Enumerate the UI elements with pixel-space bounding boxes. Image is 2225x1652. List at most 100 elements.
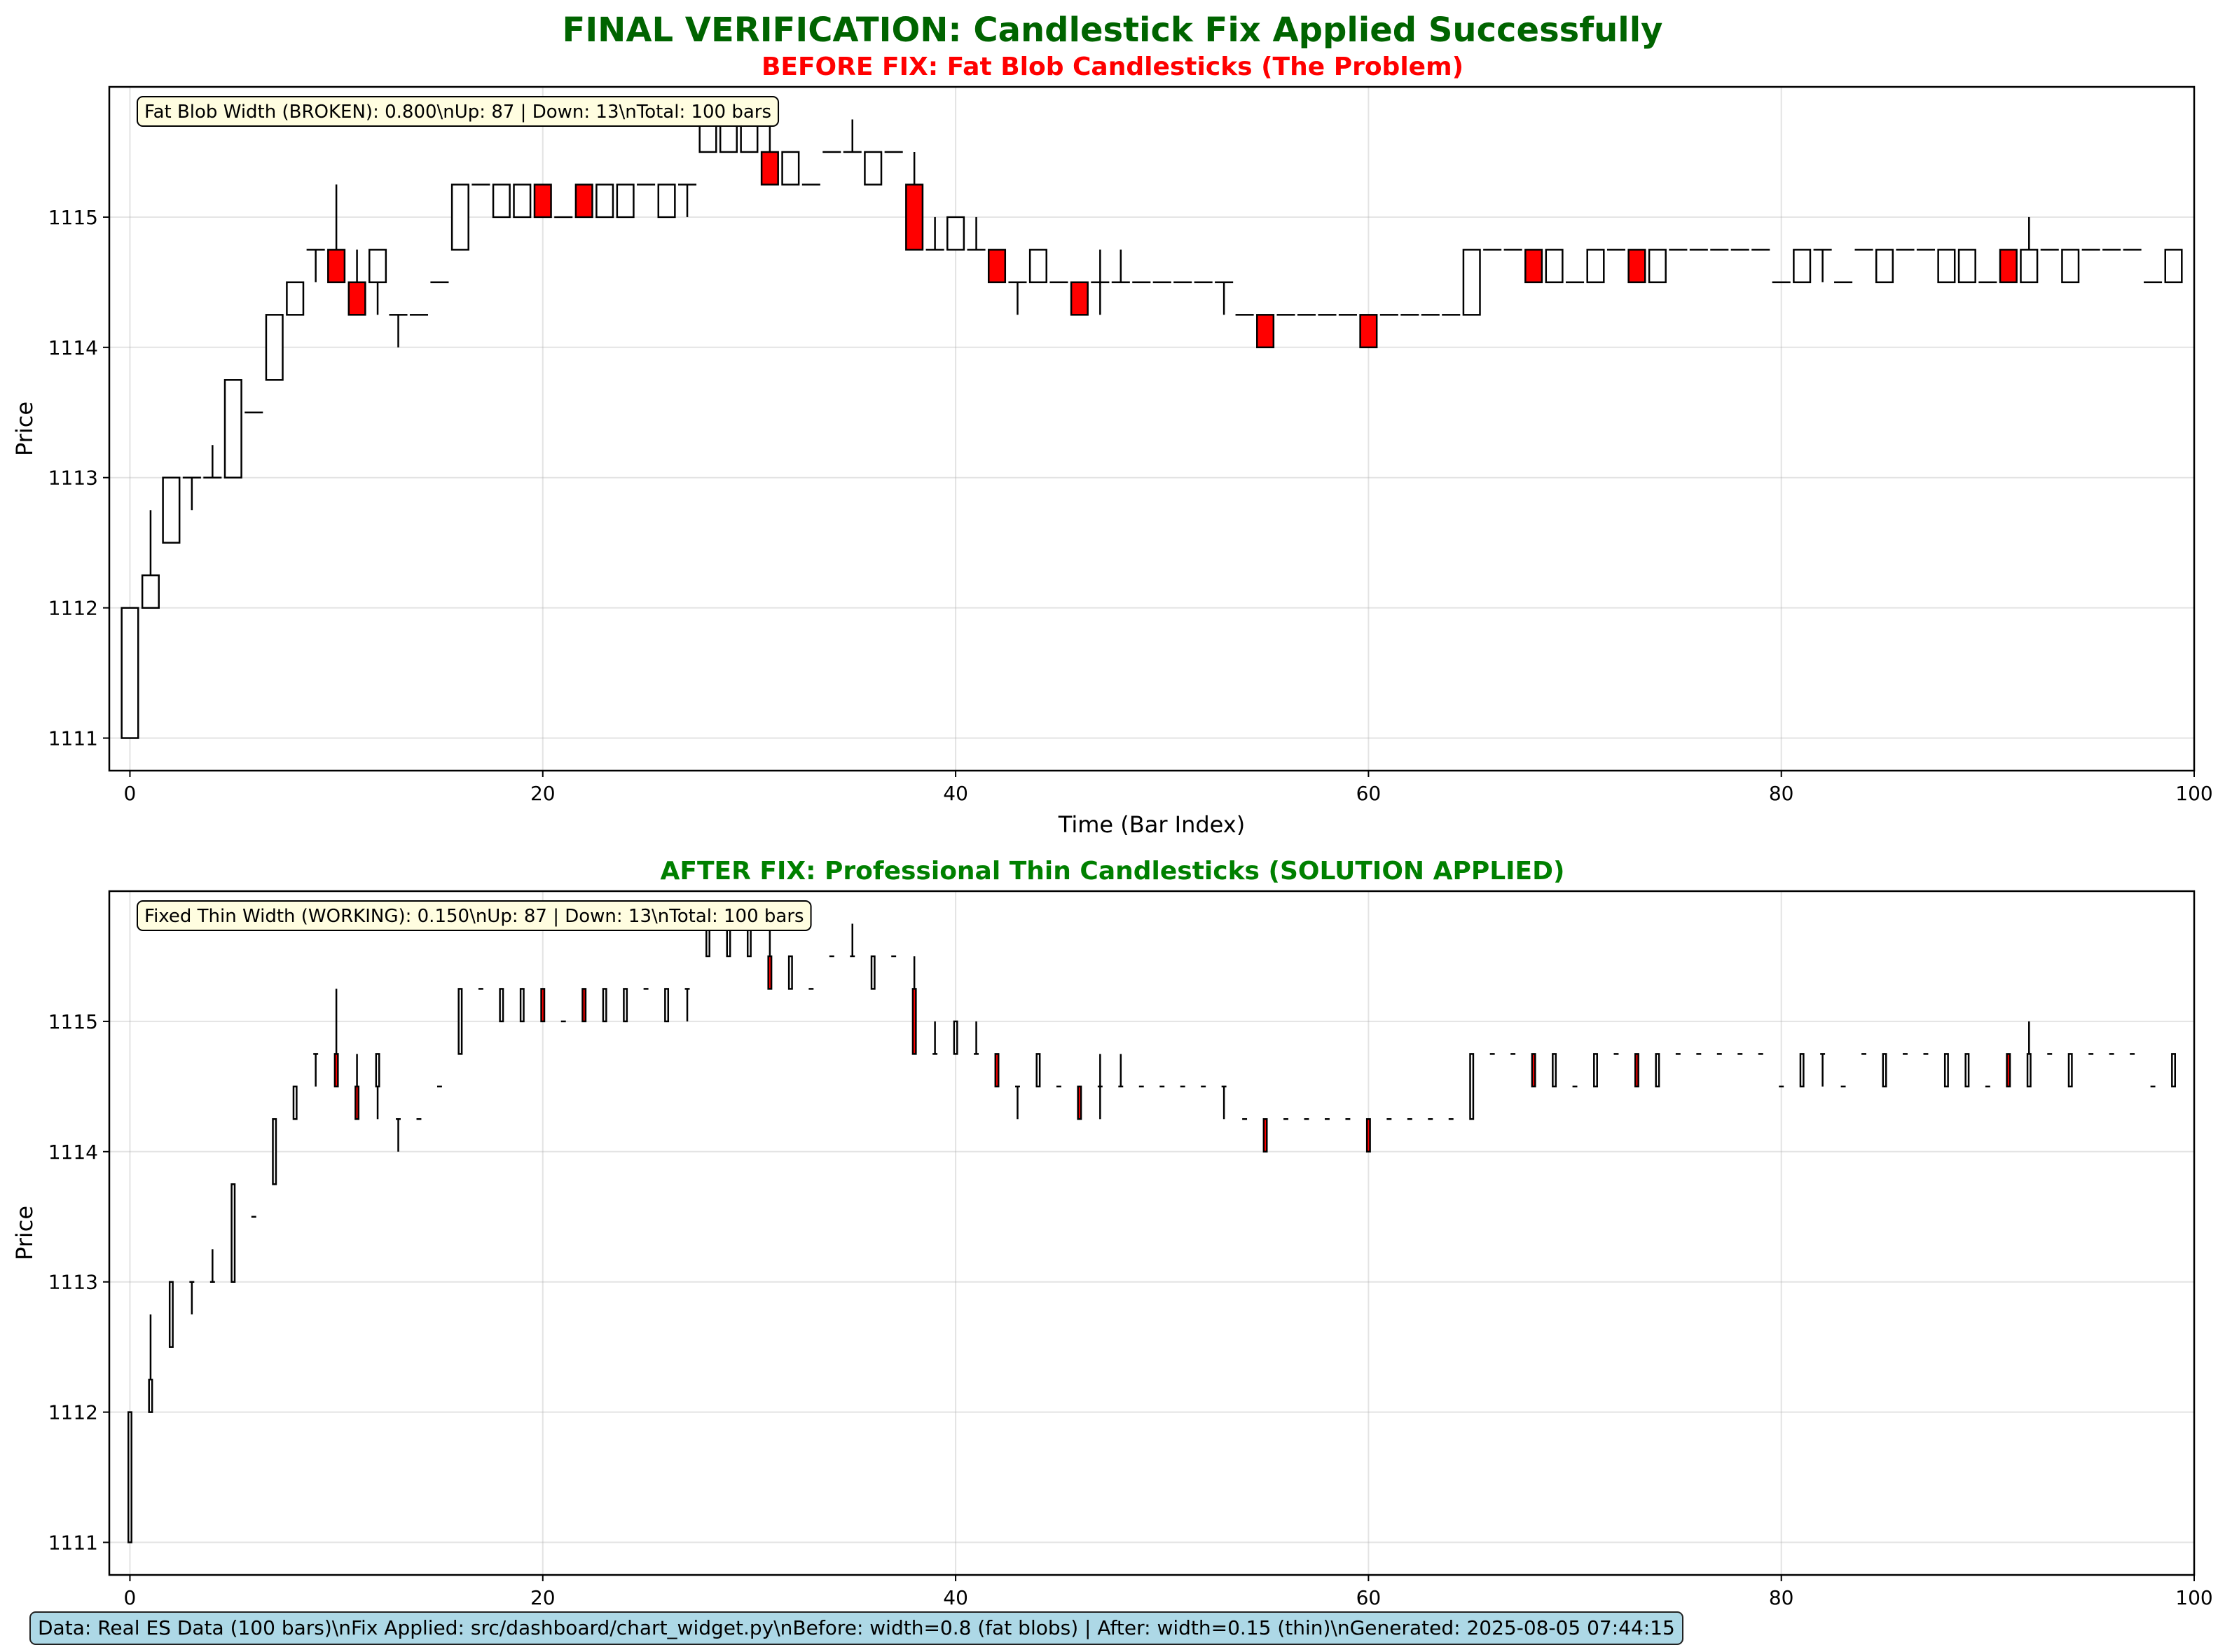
x-tick-label: 100 xyxy=(2175,1586,2212,1609)
candle-body-up xyxy=(1799,1053,1805,1088)
x-tick-label: 100 xyxy=(2175,782,2212,805)
candle-body-down xyxy=(574,184,593,219)
candles-group xyxy=(128,923,2176,1543)
y-tick-label: 1113 xyxy=(48,467,98,490)
info-box: Fixed Thin Width (WORKING): 0.150\nUp: 8… xyxy=(137,900,812,931)
candle-body-up xyxy=(457,988,463,1055)
candle-body-up xyxy=(946,216,965,251)
candle-body-up xyxy=(2020,249,2039,284)
candle-body-down xyxy=(911,988,917,1055)
candle-body-up xyxy=(1593,1053,1598,1088)
candle-body-up xyxy=(292,1085,298,1120)
candle-body-up xyxy=(141,574,160,609)
candle-body-up xyxy=(162,476,181,544)
candle-body-down xyxy=(1524,249,1543,284)
figure-title: FINAL VERIFICATION: Candlestick Fix Appl… xyxy=(562,11,1663,50)
footer-note: Data: Real ES Data (100 bars)\nFix Appli… xyxy=(29,1611,1683,1645)
axes-frame xyxy=(108,890,2196,1576)
candle-body-up xyxy=(657,184,676,219)
x-tick-label: 0 xyxy=(124,782,137,805)
candle-body-up xyxy=(2171,1053,2176,1088)
candle-body-down xyxy=(987,249,1007,284)
candle-body-up xyxy=(230,1183,236,1283)
candle-body-up xyxy=(286,281,305,316)
candle-body-up xyxy=(953,1020,958,1055)
x-tick-label: 20 xyxy=(530,1586,556,1609)
candle-body-up xyxy=(519,988,525,1023)
candle-body-up xyxy=(1648,249,1667,284)
candle-body-up xyxy=(1035,1053,1041,1088)
y-tick-label: 1114 xyxy=(48,1141,98,1164)
candle-body-down xyxy=(540,988,546,1023)
x-tick-label: 0 xyxy=(124,1586,137,1609)
candle-body-up xyxy=(1882,1053,1887,1088)
candle-body-up xyxy=(1586,249,1605,284)
candle-body-down xyxy=(1531,1053,1536,1088)
candle-body-down xyxy=(1627,249,1646,284)
candle-body-up xyxy=(1655,1053,1660,1088)
info-box-text: Fixed Thin Width (WORKING): 0.150\nUp: 8… xyxy=(144,906,804,927)
candle-body-down xyxy=(533,184,552,219)
candle-body-up xyxy=(602,988,607,1023)
after-chart-title: AFTER FIX: Professional Thin Candlestick… xyxy=(660,857,1565,886)
plot-area xyxy=(109,891,2195,1575)
candle-body-up xyxy=(1875,249,1894,284)
candle-body-down xyxy=(767,955,773,990)
axes-frame xyxy=(108,85,2196,772)
candle-body-up xyxy=(513,184,532,219)
x-tick-label: 80 xyxy=(1769,1586,1794,1609)
candle-body-up xyxy=(1937,249,1956,284)
candle-body-down xyxy=(1070,281,1089,316)
info-box: Fat Blob Width (BROKEN): 0.800\nUp: 87 |… xyxy=(137,96,780,127)
candle-body-up xyxy=(1545,249,1564,284)
y-tick-label: 1113 xyxy=(48,1271,98,1294)
candle-body-up xyxy=(664,988,670,1023)
candle-body-down xyxy=(760,151,779,186)
candle-body-down xyxy=(1634,1053,1639,1088)
info-box-frame xyxy=(137,96,780,127)
candle-body-down xyxy=(347,281,366,316)
candle-body-down xyxy=(1256,314,1275,349)
candle-body-up xyxy=(1028,249,1047,284)
candle-body-up xyxy=(120,607,139,739)
candle-body-up xyxy=(375,1053,380,1088)
candle-body-up xyxy=(492,184,511,219)
candle-body-up xyxy=(168,1281,174,1348)
candle-body-up xyxy=(272,1118,277,1185)
before-fix-chart: 0 20 40 60 80 100 1111 1112 1113 1114 1115 Time (Ba… xyxy=(11,85,2213,838)
plot-area xyxy=(109,87,2195,771)
y-tick-label: 1115 xyxy=(48,206,98,229)
candle-body-down xyxy=(994,1053,1000,1088)
candle-body-up xyxy=(368,249,387,284)
y-tick-label: 1112 xyxy=(48,1401,98,1424)
candle-body-up xyxy=(1957,249,1976,284)
x-tick-label: 60 xyxy=(1356,1586,1382,1609)
candle-body-up xyxy=(2061,249,2080,284)
x-tick-label: 20 xyxy=(530,782,556,805)
candle-body-up xyxy=(2164,249,2183,284)
y-axis-label: Price xyxy=(11,1206,38,1260)
x-tick-label: 60 xyxy=(1356,782,1382,805)
candle-body-up xyxy=(2067,1053,2073,1088)
candle-body-up xyxy=(781,151,800,186)
candle-body-up xyxy=(864,151,883,186)
candle-body-up xyxy=(616,184,635,219)
candle-body-up xyxy=(2026,1053,2032,1088)
candle-body-up xyxy=(265,314,284,381)
candle-body-up xyxy=(787,955,793,990)
y-tick-label: 1111 xyxy=(48,1531,98,1555)
candle-body-down xyxy=(1077,1085,1082,1120)
candle-body-up xyxy=(870,955,876,990)
candle-body-up xyxy=(1552,1053,1557,1088)
candle-body-up xyxy=(1793,249,1812,284)
candle-body-down xyxy=(1262,1118,1268,1153)
candle-body-up xyxy=(595,184,614,219)
y-tick-label: 1115 xyxy=(48,1010,98,1033)
x-tick-label: 40 xyxy=(943,782,968,805)
candle-body-down xyxy=(1365,1118,1371,1153)
candle-body-down xyxy=(905,184,924,251)
x-tick-label: 80 xyxy=(1769,782,1794,805)
candle-body-down xyxy=(333,1053,339,1088)
x-tick-label: 40 xyxy=(943,1586,968,1609)
